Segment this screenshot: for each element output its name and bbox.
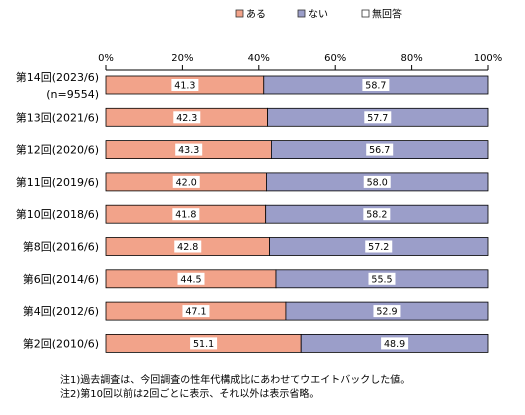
data-label-r1-s1: 41.3 bbox=[174, 81, 195, 92]
data-label-r6-s1: 42.8 bbox=[177, 242, 198, 253]
data-label-r3-s1: 43.3 bbox=[178, 145, 199, 156]
category-label-1: 第14回(2023/6) bbox=[16, 70, 99, 84]
legend-label-1: ある bbox=[246, 9, 266, 21]
data-label-r4-s1: 42.0 bbox=[176, 177, 197, 188]
category-label-5: 第10回(2018/6) bbox=[16, 207, 99, 221]
data-label-bg-r5-s1 bbox=[172, 208, 200, 221]
x-tick-label-6: 100% bbox=[474, 53, 503, 64]
legend-swatch-2 bbox=[297, 9, 306, 18]
x-tick-label-3: 40% bbox=[248, 53, 270, 64]
legend-swatch-1 bbox=[235, 9, 244, 18]
data-label-bg-r8-s1 bbox=[182, 305, 210, 318]
legend-label-2: ない bbox=[308, 9, 328, 21]
data-label-r6-s2: 57.2 bbox=[368, 242, 389, 253]
x-tick-label-4: 60% bbox=[324, 53, 346, 64]
legend-label-3: 無回答 bbox=[372, 8, 402, 21]
data-label-bg-r6-s2 bbox=[365, 240, 393, 253]
y-axis: 第14回(2023/6) (n=9554) 第13回(2021/6) 第12回(202… bbox=[16, 70, 99, 350]
footnotes: 注1)過去調査は、今回調査の性年代構成比にあわせてウエイトバックした値。 注2)… bbox=[60, 374, 410, 402]
category-label-9: 第2回(2010/6) bbox=[23, 336, 99, 350]
data-label-r4-s2: 58.0 bbox=[367, 177, 388, 188]
category-label-4: 第11回(2019/6) bbox=[16, 175, 99, 189]
data-label-bg-r8-s2 bbox=[373, 305, 401, 318]
data-label-r7-s2: 55.5 bbox=[371, 274, 392, 285]
x-axis: 0% 20% 40% 60% 80% 100% bbox=[98, 53, 503, 71]
category-label-2: 第13回(2021/6) bbox=[16, 110, 99, 124]
data-label-r7-s1: 44.5 bbox=[180, 274, 201, 285]
data-label-bg-r1-s2 bbox=[362, 79, 390, 91]
data-label-bg-r7-s2 bbox=[368, 272, 396, 285]
x-tick-label-2: 20% bbox=[171, 53, 193, 64]
data-label-r2-s2: 57.7 bbox=[367, 113, 388, 124]
data-label-bg-r9-s1 bbox=[190, 337, 218, 350]
plot-area: 41.3 58.7 42.3 57.7 43.3 56.7 42.0 58.0 41.8 58.2… bbox=[105, 75, 489, 353]
data-label-r2-s1: 42.3 bbox=[176, 113, 197, 124]
data-label-bg-r4-s1 bbox=[172, 175, 200, 188]
x-tick-label-1: 0% bbox=[98, 53, 114, 64]
category-label-8: 第4回(2012/6) bbox=[23, 304, 99, 318]
x-tick-label-5: 80% bbox=[400, 53, 422, 64]
data-label-r5-s2: 58.2 bbox=[366, 210, 387, 221]
data-label-bg-r7-s1 bbox=[177, 272, 205, 285]
data-label-bg-r3-s2 bbox=[366, 143, 394, 156]
legend: ある ない 無回答 bbox=[235, 8, 402, 21]
data-label-r5-s1: 41.8 bbox=[175, 210, 196, 221]
category-label-6: 第8回(2016/6) bbox=[23, 240, 99, 254]
legend-swatch-3 bbox=[361, 9, 370, 18]
data-label-bg-r1-s1 bbox=[171, 79, 199, 91]
data-label-r1-s2: 58.7 bbox=[365, 81, 386, 92]
data-label-bg-r3-s1 bbox=[175, 143, 203, 156]
data-label-r8-s2: 52.9 bbox=[376, 307, 397, 318]
category-label-1-line-2: (n=9554) bbox=[46, 88, 99, 101]
data-label-r9-s1: 51.1 bbox=[193, 339, 214, 350]
data-label-bg-r4-s2 bbox=[363, 175, 391, 188]
data-label-r9-s2: 48.9 bbox=[384, 339, 405, 350]
category-label-7: 第6回(2014/6) bbox=[23, 272, 99, 286]
data-label-bg-r9-s2 bbox=[381, 337, 409, 350]
data-label-r8-s1: 47.1 bbox=[185, 307, 206, 318]
data-label-bg-r5-s2 bbox=[363, 208, 391, 221]
data-label-bg-r6-s1 bbox=[174, 240, 202, 253]
footnote-1: 注1)過去調査は、今回調査の性年代構成比にあわせてウエイトバックした値。 bbox=[60, 375, 411, 386]
data-label-r3-s2: 56.7 bbox=[369, 145, 390, 156]
footnote-2: 注2)第10回以前は2回ごとに表示、それ以外は表示省略。 bbox=[60, 389, 320, 400]
data-label-bg-r2-s2 bbox=[364, 111, 392, 124]
category-label-3: 第12回(2020/6) bbox=[16, 143, 99, 157]
data-label-bg-r2-s1 bbox=[173, 111, 201, 124]
